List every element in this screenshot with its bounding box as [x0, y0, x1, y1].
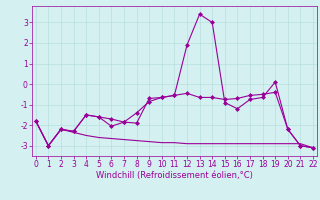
X-axis label: Windchill (Refroidissement éolien,°C): Windchill (Refroidissement éolien,°C) — [96, 171, 253, 180]
